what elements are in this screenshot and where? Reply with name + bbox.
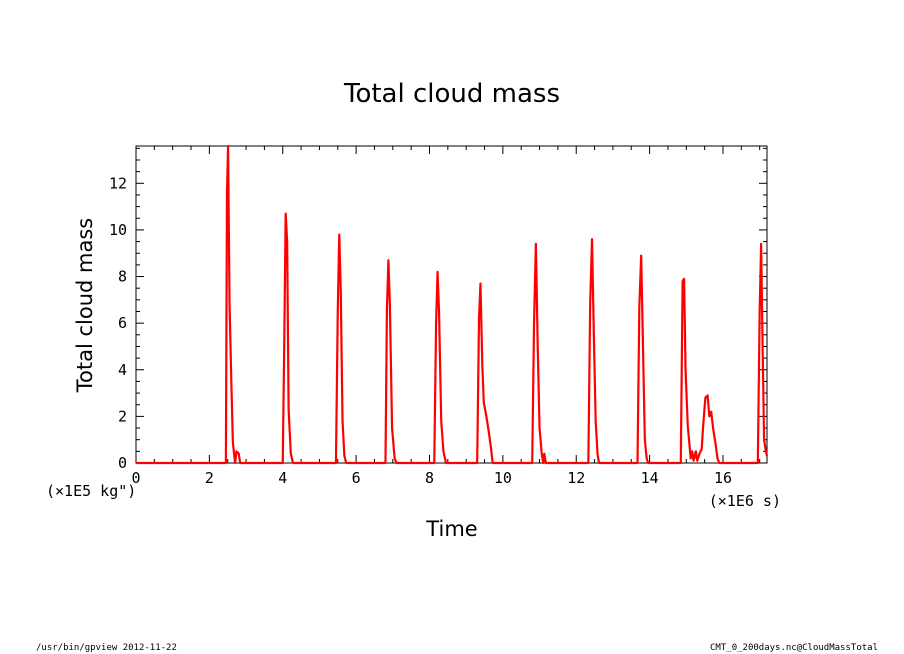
y-axis-unit-label: (×1E5 kg")	[46, 482, 136, 500]
footer-program-date: /usr/bin/gpview 2012-11-22	[36, 643, 177, 653]
y-tick-label: 8	[118, 268, 127, 286]
y-tick-label: 2	[118, 407, 127, 425]
x-tick-label: 14	[641, 469, 659, 487]
x-tick-label: 2	[205, 469, 214, 487]
x-tick-label: 12	[567, 469, 585, 487]
y-tick-label: 10	[109, 221, 127, 239]
x-tick-label: 16	[714, 469, 732, 487]
series-line	[136, 144, 769, 465]
y-axis-tick-labels: 0 2 4 6 8 10 12	[109, 174, 127, 472]
footer-source-variable: CMT_0_200days.nc@CloudMassTotal	[710, 643, 878, 653]
x-tick-label: 0	[131, 469, 140, 487]
x-axis-tick-labels: 0 2 4 6 8 10 12 14 16	[131, 469, 732, 487]
y-tick-label: 12	[109, 174, 127, 192]
x-tick-label: 10	[494, 469, 512, 487]
x-tick-label: 6	[352, 469, 361, 487]
y-tick-label: 4	[118, 361, 127, 379]
y-axis-label: Total cloud mass	[73, 218, 97, 393]
x-axis-unit-label: (×1E6 s)	[709, 492, 781, 510]
x-tick-label: 8	[425, 469, 434, 487]
chart-title: Total cloud mass	[343, 79, 560, 109]
y-tick-label: 6	[118, 314, 127, 332]
x-tick-label: 4	[278, 469, 287, 487]
y-tick-label: 0	[118, 454, 127, 472]
x-axis-label: Time	[425, 517, 477, 541]
